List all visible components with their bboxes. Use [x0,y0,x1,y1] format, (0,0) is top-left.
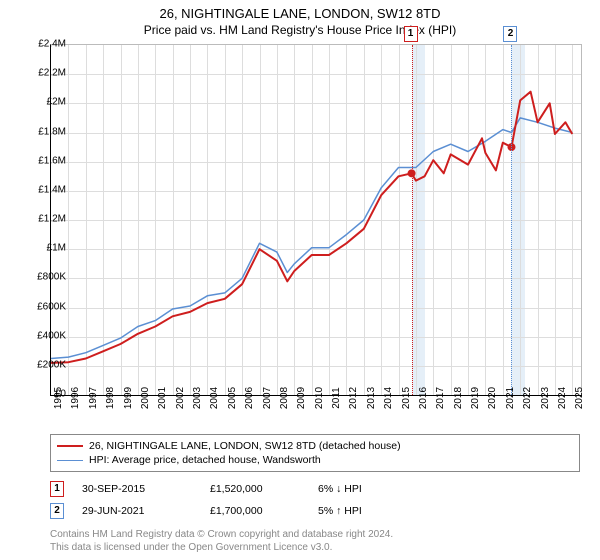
y-tick-label: £1.8M [22,126,66,137]
x-tick-label: 2011 [331,387,342,409]
footer: Contains HM Land Registry data © Crown c… [50,529,580,554]
x-tick-label: 2023 [540,387,551,409]
y-tick-label: £1.6M [22,155,66,166]
event-row: 2 29-JUN-2021 £1,700,000 5% ↑ HPI [50,500,580,522]
chart-svg [51,45,581,395]
x-tick-label: 2010 [314,387,325,409]
x-tick-label: 2021 [505,387,516,409]
legend-swatch [57,445,83,447]
y-tick-label: £1.4M [22,184,66,195]
y-tick-label: £800K [22,272,66,283]
event-delta: 6% ↓ HPI [318,483,362,495]
x-tick-label: 2008 [279,387,290,409]
event-row: 1 30-SEP-2015 £1,520,000 6% ↓ HPI [50,478,580,500]
legend-item: HPI: Average price, detached house, Wand… [57,453,573,467]
x-tick-label: 2003 [192,387,203,409]
plot-area [50,44,582,396]
y-tick-label: £2.2M [22,68,66,79]
event-marker-above: 1 [404,26,418,42]
y-tick-label: £2M [22,97,66,108]
events-table: 1 30-SEP-2015 £1,520,000 6% ↓ HPI 2 29-J… [50,478,580,522]
x-tick-label: 2025 [574,387,585,409]
footer-line: This data is licensed under the Open Gov… [50,542,580,555]
y-tick-label: £2.4M [22,39,66,50]
y-tick-label: £200K [22,359,66,370]
x-tick-label: 2004 [209,387,220,409]
footer-line: Contains HM Land Registry data © Crown c… [50,529,580,542]
event-vline [511,45,512,395]
x-tick-label: 2007 [262,387,273,409]
x-tick-label: 2006 [244,387,255,409]
x-tick-label: 2016 [418,387,429,409]
x-tick-label: 2014 [383,387,394,409]
legend-swatch [57,460,83,461]
legend-box: 26, NIGHTINGALE LANE, LONDON, SW12 8TD (… [50,434,580,472]
x-tick-label: 2018 [453,387,464,409]
series-price_paid [51,92,572,363]
x-tick-label: 2001 [157,387,168,409]
y-tick-label: £600K [22,301,66,312]
event-marker-box: 1 [50,481,64,497]
event-price: £1,520,000 [210,483,300,495]
x-tick-label: 2009 [296,387,307,409]
event-marker-above: 2 [503,26,517,42]
x-tick-label: 2017 [435,387,446,409]
x-tick-label: 1999 [123,387,134,409]
x-tick-label: 2015 [401,387,412,409]
x-tick-label: 2012 [348,387,359,409]
x-tick-label: 2019 [470,387,481,409]
legend-label: HPI: Average price, detached house, Wand… [89,454,321,466]
chart-container: 26, NIGHTINGALE LANE, LONDON, SW12 8TD P… [0,0,600,560]
x-tick-label: 2002 [175,387,186,409]
event-marker-box: 2 [50,503,64,519]
x-tick-label: 2000 [140,387,151,409]
y-tick-label: £400K [22,330,66,341]
chart-title-address: 26, NIGHTINGALE LANE, LONDON, SW12 8TD [0,0,600,21]
x-tick-label: 2020 [487,387,498,409]
x-tick-label: 2022 [522,387,533,409]
x-tick-label: 1995 [53,387,64,409]
legend-label: 26, NIGHTINGALE LANE, LONDON, SW12 8TD (… [89,440,401,452]
legend-item: 26, NIGHTINGALE LANE, LONDON, SW12 8TD (… [57,439,573,453]
y-tick-label: £1M [22,243,66,254]
x-tick-label: 1998 [105,387,116,409]
x-tick-label: 2024 [557,387,568,409]
x-tick-label: 2005 [227,387,238,409]
x-tick-label: 1996 [70,387,81,409]
event-date: 29-JUN-2021 [82,505,192,517]
event-vline [412,45,413,395]
event-delta: 5% ↑ HPI [318,505,362,517]
event-price: £1,700,000 [210,505,300,517]
x-tick-label: 1997 [88,387,99,409]
y-tick-label: £1.2M [22,214,66,225]
event-date: 30-SEP-2015 [82,483,192,495]
series-hpi [51,118,572,359]
x-tick-label: 2013 [366,387,377,409]
